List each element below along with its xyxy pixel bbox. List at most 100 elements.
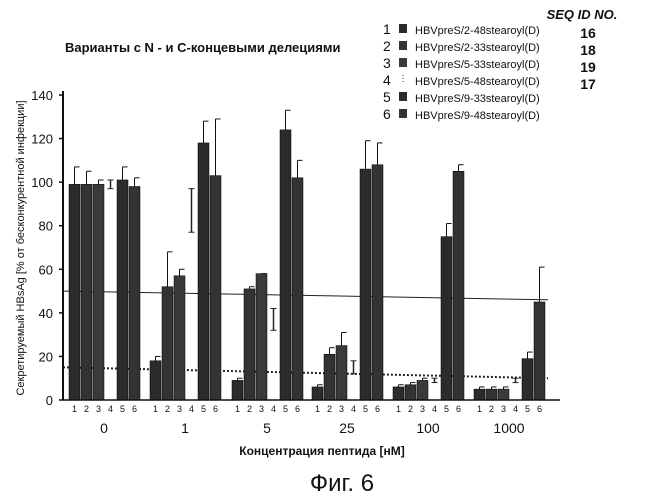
bar bbox=[81, 184, 92, 400]
bar-index-label: 1 bbox=[153, 404, 158, 414]
bar-index-label: 2 bbox=[489, 404, 494, 414]
bar bbox=[162, 287, 173, 400]
bar-index-label: 4 bbox=[271, 404, 276, 414]
bar bbox=[360, 169, 371, 400]
bar-index-label: 4 bbox=[513, 404, 518, 414]
seq-id-header: SEQ ID NO. bbox=[547, 7, 618, 22]
y-tick-label: 100 bbox=[31, 175, 53, 190]
legend-label: HBVpreS/5-33stearoyl(D) bbox=[415, 59, 540, 71]
bar-index-label: 1 bbox=[315, 404, 320, 414]
bar bbox=[198, 143, 209, 400]
legend-swatch bbox=[399, 109, 407, 118]
bar bbox=[417, 380, 428, 400]
bar-index-label: 6 bbox=[295, 404, 300, 414]
y-tick-label: 120 bbox=[31, 132, 53, 147]
bar bbox=[372, 165, 383, 400]
seq-id-value: 18 bbox=[580, 42, 596, 58]
bar-index-label: 3 bbox=[177, 404, 182, 414]
y-axis-label: Секретируемый HBsAg [% от бесконкурентно… bbox=[15, 100, 27, 395]
bar bbox=[405, 385, 416, 400]
legend-label: HBVpreS/5-48stearoyl(D) bbox=[415, 76, 540, 88]
bar-index-label: 3 bbox=[96, 404, 101, 414]
figure-caption: Фиг. 6 bbox=[310, 470, 374, 497]
bar-index-label: 2 bbox=[84, 404, 89, 414]
legend-swatch bbox=[399, 92, 407, 101]
legend-swatch bbox=[399, 41, 407, 50]
bar-index-label: 1 bbox=[72, 404, 77, 414]
bar-index-label: 3 bbox=[339, 404, 344, 414]
bar-index-label: 5 bbox=[363, 404, 368, 414]
bar-index-label: 4 bbox=[351, 404, 356, 414]
bar bbox=[453, 171, 464, 400]
bar-index-label: 1 bbox=[235, 404, 240, 414]
bar bbox=[69, 184, 80, 400]
y-tick-label: 20 bbox=[39, 349, 53, 364]
legend-swatch bbox=[399, 58, 407, 67]
bar bbox=[498, 389, 509, 400]
bar bbox=[486, 389, 497, 400]
bar bbox=[393, 387, 404, 400]
bar-index-label: 2 bbox=[408, 404, 413, 414]
bar bbox=[312, 387, 323, 400]
seq-id-value: 16 bbox=[580, 25, 596, 41]
x-tick-label: 25 bbox=[339, 420, 355, 436]
x-axis-label: Концентрация пептида [нМ] bbox=[239, 444, 404, 458]
bar-index-label: 5 bbox=[525, 404, 530, 414]
bar-index-label: 5 bbox=[201, 404, 206, 414]
chart-title: Варианты с N - и С-концевыми делециями bbox=[65, 40, 340, 55]
bar-index-label: 1 bbox=[396, 404, 401, 414]
x-tick-label: 100 bbox=[416, 420, 440, 436]
legend-label: HBVpreS/9-33stearoyl(D) bbox=[415, 93, 540, 105]
bar bbox=[292, 178, 303, 400]
legend-number: 2 bbox=[383, 38, 391, 54]
bar-index-label: 2 bbox=[327, 404, 332, 414]
y-tick-label: 140 bbox=[31, 88, 53, 103]
x-tick-label: 5 bbox=[263, 420, 271, 436]
y-tick-label: 40 bbox=[39, 306, 53, 321]
bar bbox=[150, 361, 161, 400]
bar bbox=[336, 346, 347, 400]
bar bbox=[441, 237, 452, 400]
seq-id-column: 16181917 bbox=[580, 25, 596, 92]
bar bbox=[256, 274, 267, 400]
y-tick-label: 60 bbox=[39, 262, 53, 277]
x-tick-label: 1000 bbox=[493, 420, 524, 436]
bar-index-label: 6 bbox=[132, 404, 137, 414]
bar-index-label: 6 bbox=[375, 404, 380, 414]
bar-index-label: 5 bbox=[444, 404, 449, 414]
bar-index-label: 6 bbox=[213, 404, 218, 414]
x-tick-label: 1 bbox=[181, 420, 189, 436]
bar bbox=[117, 180, 128, 400]
legend-number: 5 bbox=[383, 89, 391, 105]
bar-index-label: 2 bbox=[247, 404, 252, 414]
seq-id-value: 17 bbox=[580, 76, 596, 92]
bar bbox=[244, 289, 255, 400]
legend-number: 3 bbox=[383, 55, 391, 71]
legend-label: HBVpreS/2-33stearoyl(D) bbox=[415, 42, 540, 54]
bar bbox=[210, 176, 221, 400]
bar-index-label: 5 bbox=[283, 404, 288, 414]
bar bbox=[522, 359, 533, 400]
bars bbox=[69, 110, 545, 400]
x-tick-label: 0 bbox=[100, 420, 108, 436]
bar bbox=[174, 276, 185, 400]
bar-index-label: 6 bbox=[537, 404, 542, 414]
bar-index-label: 4 bbox=[108, 404, 113, 414]
bar-index-label: 3 bbox=[420, 404, 425, 414]
bar-index-label: 3 bbox=[501, 404, 506, 414]
bar-index-label: 6 bbox=[456, 404, 461, 414]
legend-number: 1 bbox=[383, 21, 391, 37]
bar-index-label: 4 bbox=[432, 404, 437, 414]
seq-id-value: 19 bbox=[580, 59, 596, 75]
bar-index-label: 2 bbox=[165, 404, 170, 414]
bar-index-label: 4 bbox=[189, 404, 194, 414]
bar bbox=[324, 354, 335, 400]
bar bbox=[129, 187, 140, 401]
legend-label: HBVpreS/9-48stearoyl(D) bbox=[415, 110, 540, 122]
bar bbox=[280, 130, 291, 400]
bar bbox=[474, 389, 485, 400]
legend-label: HBVpreS/2-48stearoyl(D) bbox=[415, 25, 540, 37]
legend: 1 HBVpreS/2-48stearoyl(D) 2 HBVpreS/2-33ste… bbox=[383, 21, 540, 122]
